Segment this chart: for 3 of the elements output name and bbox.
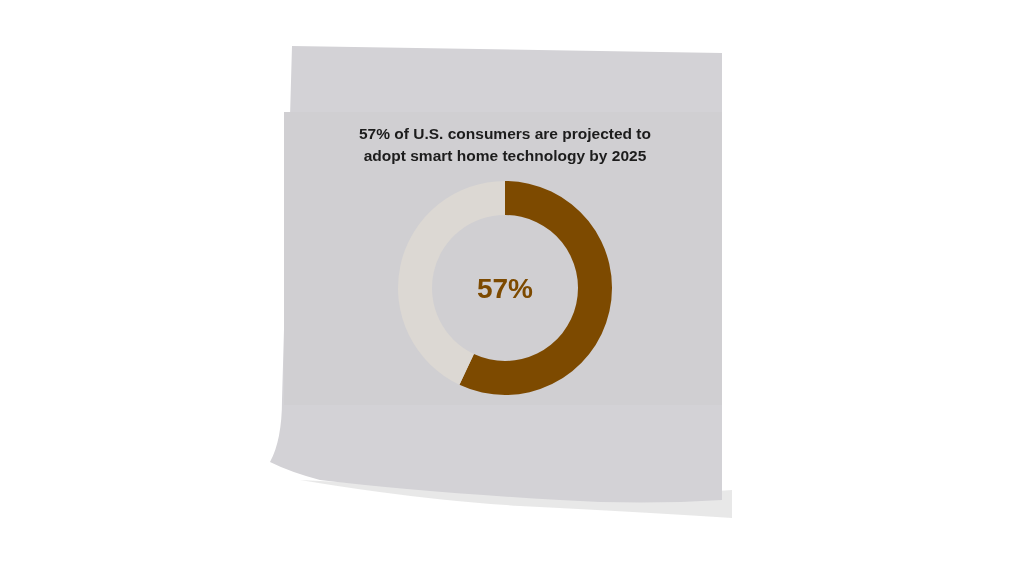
chart-title: 57% of U.S. consumers are projected to adopt smart home technology by 2025 bbox=[358, 125, 652, 164]
donut-slice bbox=[459, 181, 612, 395]
text: 57% bbox=[476, 273, 534, 304]
